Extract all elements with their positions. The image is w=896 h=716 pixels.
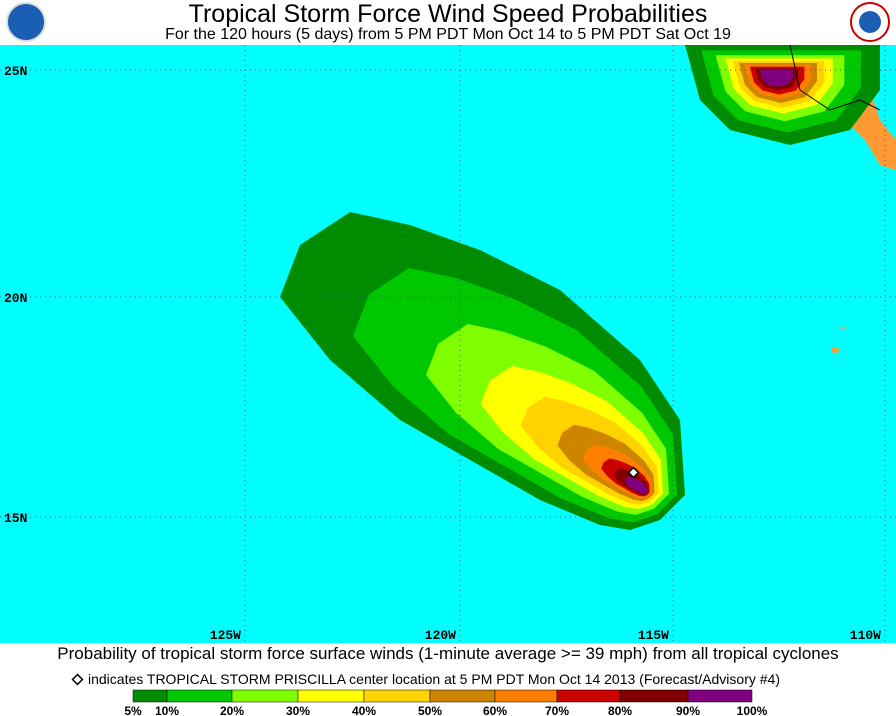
legend-label: 50%	[418, 704, 442, 716]
legend-swatch	[166, 689, 233, 703]
caption: Probability of tropical storm force surf…	[57, 644, 838, 663]
legend-swatch	[494, 689, 558, 703]
subtitle: For the 120 hours (5 days) from 5 PM PDT…	[165, 26, 731, 43]
legend-swatch	[619, 689, 689, 703]
legend-label: 80%	[608, 704, 632, 716]
island	[831, 347, 839, 353]
probability-swath	[685, 45, 880, 145]
lat-label: 25N	[4, 64, 27, 79]
title: Tropical Storm Force Wind Speed Probabil…	[189, 0, 708, 28]
legend-swatch	[297, 689, 365, 703]
lon-label: 110W	[850, 628, 881, 643]
legend-label: 70%	[545, 704, 569, 716]
legend-label: 90%	[676, 704, 700, 716]
lon-label: 115W	[638, 628, 669, 643]
legend-label: 60%	[483, 704, 507, 716]
legend: 5% 10% 20% 30% 40% 50% 60% 70% 80% 90% 100%	[124, 689, 768, 716]
legend-swatch	[363, 689, 431, 703]
legend-swatch	[556, 689, 621, 703]
probability-swath	[280, 212, 685, 530]
legend-label: 40%	[352, 704, 376, 716]
center-symbol	[71, 673, 84, 686]
legend-label: 5%	[124, 704, 142, 716]
noaa-logo	[6, 2, 46, 42]
storm-center	[627, 466, 640, 479]
swath-band	[759, 69, 793, 87]
note: indicates TROPICAL STORM PRISCILLA cente…	[88, 671, 780, 687]
legend-swatch	[687, 689, 753, 703]
nws-logo	[859, 11, 881, 33]
legend-swatch	[231, 689, 299, 703]
lat-label: 20N	[4, 291, 27, 306]
swath-band	[624, 476, 648, 495]
coastline	[789, 45, 881, 111]
legend-label: 20%	[220, 704, 244, 716]
legend-swatch	[132, 689, 168, 703]
lon-label: 125W	[210, 628, 241, 643]
legend-label: 10%	[155, 704, 179, 716]
lat-label: 15N	[4, 511, 27, 526]
grid: 25N 20N 15N 125W 120W 115W 110W	[0, 45, 896, 643]
lon-label: 120W	[425, 628, 456, 643]
legend-swatch	[429, 689, 496, 703]
island	[841, 326, 845, 330]
legend-label: 100%	[737, 704, 768, 716]
map	[280, 45, 896, 530]
legend-label: 30%	[286, 704, 310, 716]
